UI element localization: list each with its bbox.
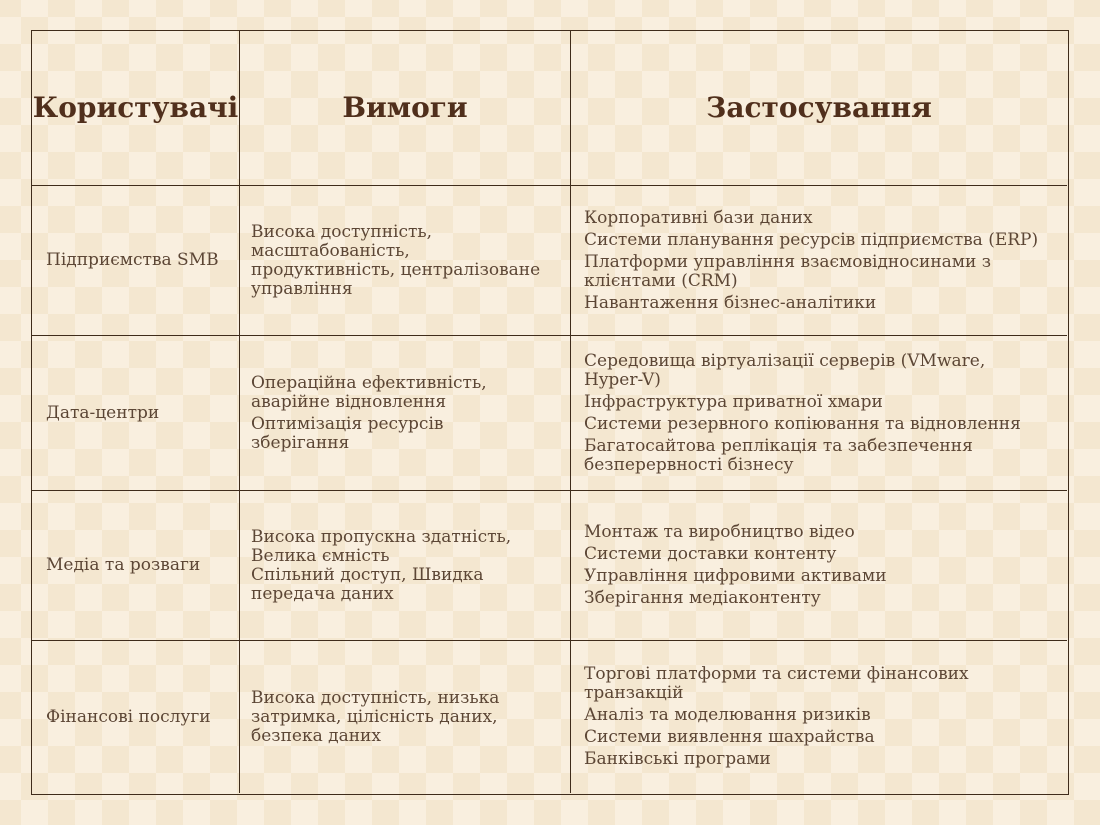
header-requirements: Вимоги — [240, 31, 571, 186]
header-users: Користувачі — [32, 31, 240, 186]
row-finance-applications: Торгові платформи та системи фінансових … — [571, 641, 1067, 793]
row-smb-requirements: Висока доступність, масштабованість, про… — [240, 186, 571, 336]
cell-text-item: Зберігання медіаконтенту — [584, 588, 821, 608]
user-label: Фінансові послуги — [46, 706, 211, 727]
cell-text-item: Операційна ефективність, аварійне віднов… — [251, 372, 487, 412]
header-applications: Застосування — [571, 31, 1067, 186]
cell-text-item: Монтаж та виробництво відео — [584, 522, 855, 542]
cell-text-item: Інфраструктура приватної хмари — [584, 391, 883, 412]
cell-text-item: Висока пропускна здатність, Велика ємніс… — [251, 526, 512, 604]
user-label: Підприємства SMB — [46, 250, 219, 270]
cell-text-item: Навантаження бізнес-аналітики — [584, 292, 877, 313]
row-media-user: Медіа та розваги — [32, 491, 240, 641]
header-requirements-label: Вимоги — [342, 91, 468, 124]
row-smb-user: Підприємства SMB — [32, 186, 240, 336]
header-users-label: Користувачі — [32, 91, 239, 124]
row-finance-user: Фінансові послуги — [32, 641, 240, 793]
user-label: Медіа та розваги — [46, 555, 201, 575]
cell-text-item: Висока доступність, низька затримка, ціл… — [251, 687, 500, 746]
row-datacenters-requirements: Операційна ефективність, аварійне віднов… — [240, 336, 571, 491]
cell-text-item: Системи планування ресурсів підприємства… — [584, 229, 1039, 250]
row-smb-applications: Корпоративні бази даних Системи плануванн… — [571, 186, 1067, 336]
cell-text-item: Системи резервного копіювання та відновл… — [584, 413, 1021, 434]
cell-text-item: Середовища віртуалізації серверів (VMwar… — [584, 350, 986, 390]
users-requirements-applications-table: Користувачі Вимоги Застосування Підприєм… — [31, 30, 1069, 795]
cell-text-item: Системи доставки контенту — [584, 544, 837, 564]
row-datacenters-user: Дата-центри — [32, 336, 240, 491]
row-finance-requirements: Висока доступність, низька затримка, ціл… — [240, 641, 571, 793]
cell-text-item: Оптимізація ресурсів зберігання — [251, 413, 444, 453]
row-media-applications: Монтаж та виробництво відео Системи доста… — [571, 491, 1067, 641]
cell-text-item: Системи виявлення шахрайства — [584, 727, 875, 747]
cell-text-item: Висока доступність, масштабованість, про… — [251, 221, 541, 299]
cell-text-item: Банківські програми — [584, 749, 771, 769]
cell-text-item: Платформи управління взаємовідносинами з… — [584, 251, 992, 291]
row-media-requirements: Висока пропускна здатність, Велика ємніс… — [240, 491, 571, 641]
header-applications-label: Застосування — [706, 91, 932, 124]
cell-text-item: Торгові платформи та системи фінансових … — [584, 664, 969, 703]
user-label: Дата-центри — [46, 402, 160, 423]
row-datacenters-applications: Середовища віртуалізації серверів (VMwar… — [571, 336, 1067, 491]
cell-text-item: Аналіз та моделювання ризиків — [584, 705, 871, 725]
cell-text-item: Управління цифровими активами — [584, 566, 887, 586]
cell-text-item: Корпоративні бази даних — [584, 207, 813, 228]
cell-text-item: Багатосайтова реплікація та забезпечення… — [584, 435, 973, 475]
